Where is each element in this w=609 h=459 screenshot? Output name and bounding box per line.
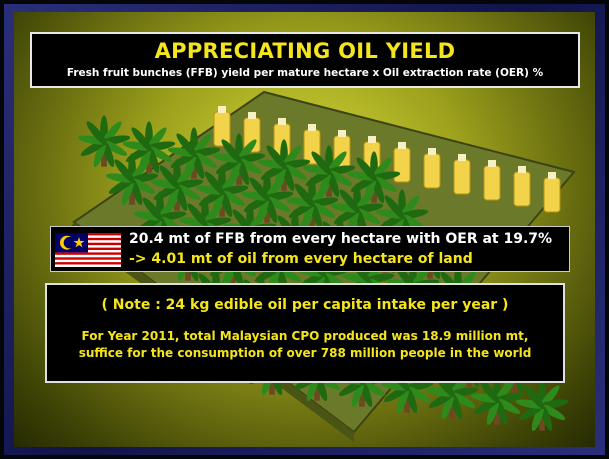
palm-trunk bbox=[129, 180, 135, 205]
palm-frond bbox=[515, 399, 546, 409]
palm-frond bbox=[105, 173, 136, 183]
flag-star bbox=[73, 237, 85, 248]
palm-frond bbox=[266, 145, 287, 170]
palm-frond bbox=[347, 171, 378, 181]
yield-band: 20.4 mt of FFB from every hectare with O… bbox=[50, 226, 570, 272]
palm-frond bbox=[221, 139, 242, 164]
title-box: APPRECIATING OIL YIELD Fresh fruit bunch… bbox=[30, 32, 580, 88]
palm-trunk bbox=[449, 394, 455, 419]
palm-tree bbox=[77, 115, 131, 168]
palm-frond bbox=[341, 273, 372, 283]
oil-bottle bbox=[483, 165, 501, 201]
palm-frond bbox=[133, 211, 164, 221]
palm-trunk bbox=[101, 142, 107, 167]
palm-tree bbox=[195, 165, 249, 218]
bottle-cap bbox=[368, 136, 376, 143]
palm-frond bbox=[212, 153, 243, 163]
palm-tree bbox=[105, 153, 159, 206]
note-box: ( Note : 24 kg edible oil per capita int… bbox=[45, 283, 565, 383]
yield-line: 20.4 mt of FFB from every hectare with O… bbox=[129, 231, 553, 247]
palm-frond bbox=[339, 189, 360, 214]
bottle-cap bbox=[248, 112, 256, 119]
palm-frond bbox=[159, 165, 180, 190]
palm-frond bbox=[425, 387, 456, 397]
oil-bottle bbox=[423, 153, 441, 189]
bottle-cap bbox=[548, 172, 556, 179]
palm-trunk bbox=[494, 400, 500, 425]
palm-frond bbox=[240, 191, 271, 201]
bottle-cap bbox=[428, 148, 436, 155]
palm-tree bbox=[515, 379, 569, 432]
palm-frond bbox=[131, 127, 152, 152]
palm-frond bbox=[311, 151, 332, 176]
oil-bottle bbox=[513, 171, 531, 207]
title: APPRECIATING OIL YIELD bbox=[154, 39, 456, 63]
palm-frond bbox=[86, 121, 107, 146]
oil-bottle bbox=[453, 159, 471, 195]
palm-frond bbox=[294, 183, 315, 208]
bottle-cap bbox=[398, 142, 406, 149]
palm-frond bbox=[384, 195, 405, 220]
note-text: For Year 2011, total Malaysian CPO produ… bbox=[81, 329, 529, 343]
palm-frond bbox=[330, 203, 361, 213]
note-text: suffice for the consumption of over 788 … bbox=[78, 346, 532, 360]
palm-frond bbox=[302, 165, 333, 175]
palm-frond bbox=[375, 209, 406, 219]
palm-frond bbox=[195, 185, 226, 195]
slide-background: APPRECIATING OIL YIELD Fresh fruit bunch… bbox=[14, 12, 595, 447]
palm-frond bbox=[178, 217, 209, 227]
bottle-cap bbox=[458, 154, 466, 161]
palm-frond bbox=[114, 159, 135, 184]
palm-frond bbox=[167, 147, 198, 157]
note-heading: ( Note : 24 kg edible oil per capita int… bbox=[101, 297, 509, 313]
bottle-cap bbox=[308, 124, 316, 131]
bottle-cap bbox=[278, 118, 286, 125]
oil-bottle bbox=[393, 147, 411, 183]
bottle-cap bbox=[518, 166, 526, 173]
oil-bottle bbox=[543, 177, 561, 213]
palm-frond bbox=[479, 379, 500, 404]
subtitle: Fresh fruit bunches (FFB) yield per matu… bbox=[66, 67, 544, 79]
palm-frond bbox=[356, 157, 377, 182]
palm-frond bbox=[249, 177, 270, 202]
palm-frond bbox=[77, 135, 108, 145]
palm-frond bbox=[524, 385, 545, 410]
palm-frond bbox=[285, 197, 316, 207]
bottle-cap bbox=[488, 160, 496, 167]
palm-trunk bbox=[359, 382, 365, 407]
palm-frond bbox=[150, 179, 181, 189]
palm-trunk bbox=[404, 388, 410, 413]
oil-line: -> 4.01 mt of oil from every hectare of … bbox=[129, 251, 473, 267]
palm-frond bbox=[257, 159, 288, 169]
palm-frond bbox=[122, 141, 153, 151]
palm-frond bbox=[204, 171, 225, 196]
palm-frond bbox=[176, 133, 197, 158]
palm-frond bbox=[142, 197, 163, 222]
bottle-cap bbox=[338, 130, 346, 137]
palm-tree bbox=[470, 373, 524, 426]
palm-frond bbox=[470, 393, 501, 403]
malaysia-flag bbox=[55, 233, 121, 267]
palm-trunk bbox=[314, 376, 320, 401]
palm-frond bbox=[380, 381, 411, 391]
bottle-cap bbox=[218, 106, 226, 113]
palm-tree bbox=[257, 139, 311, 192]
palm-trunk bbox=[539, 406, 545, 431]
palm-frond bbox=[187, 203, 208, 228]
flag-crescent-cut bbox=[63, 236, 76, 249]
